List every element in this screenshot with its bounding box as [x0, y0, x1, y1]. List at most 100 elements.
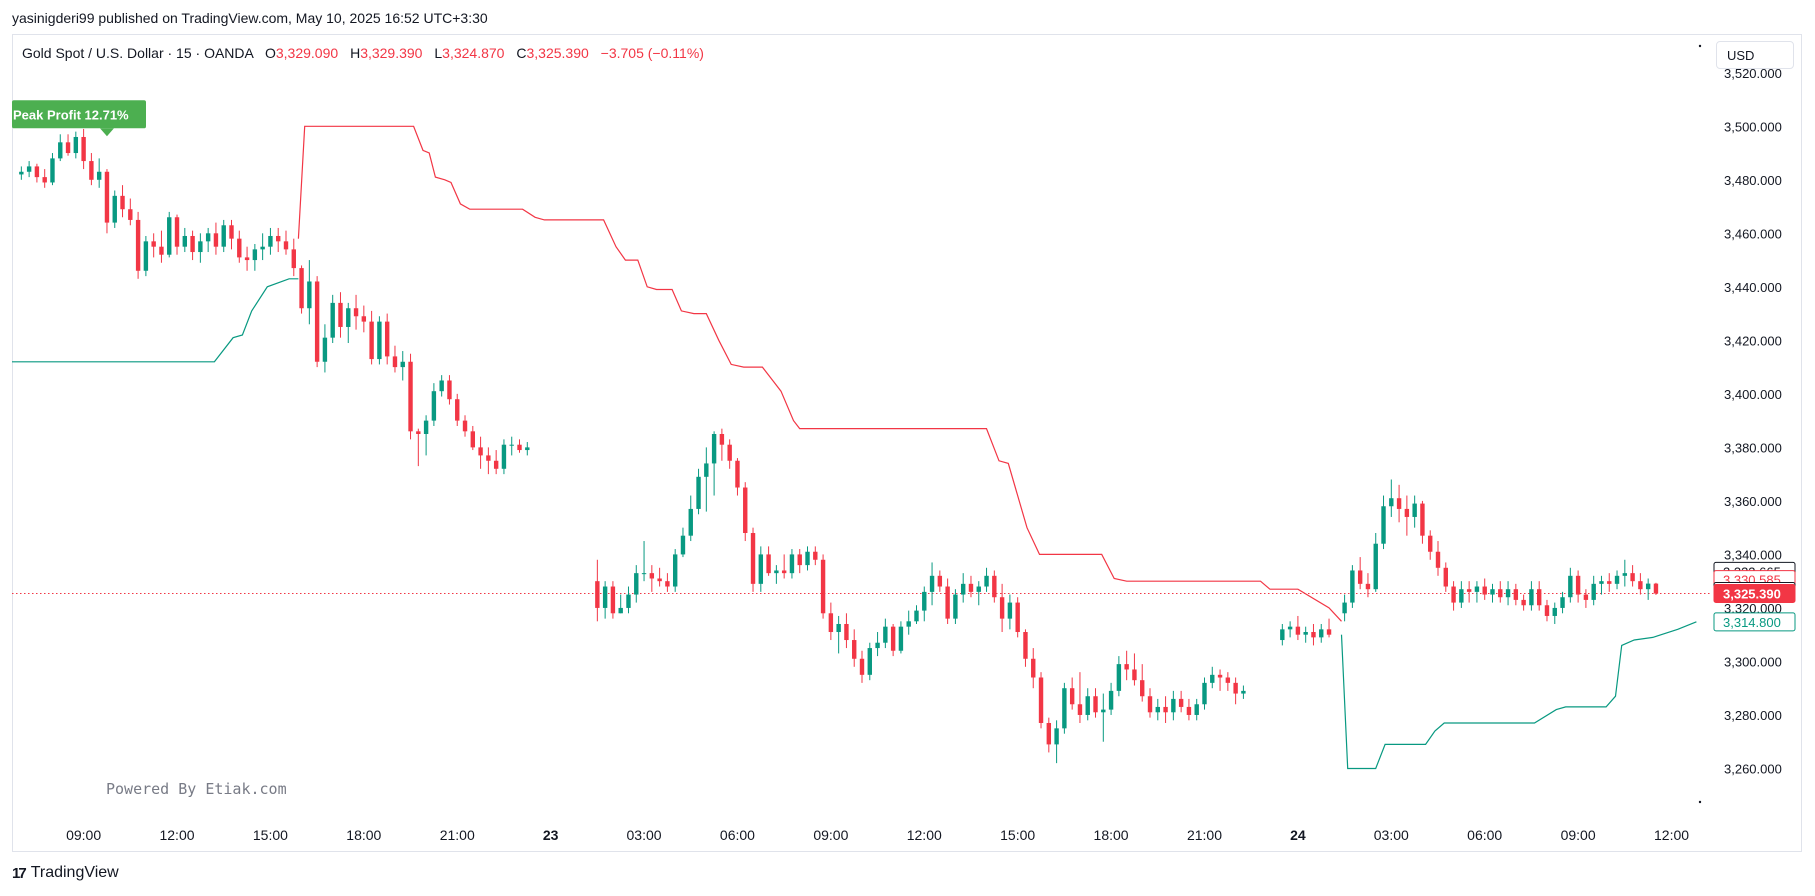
- support-band-line: [1340, 621, 1697, 770]
- candle-down: [1544, 605, 1550, 616]
- candle-down: [743, 487, 748, 534]
- candle-down: [1186, 706, 1192, 715]
- candle-up: [1381, 506, 1386, 544]
- candle-down: [353, 308, 359, 317]
- candle-down: [1607, 581, 1612, 584]
- candle-down: [517, 444, 522, 451]
- candle-up: [618, 607, 623, 614]
- publisher-line: yasinigderi99 published on TradingView.c…: [12, 10, 488, 26]
- currency-button[interactable]: USD: [1716, 41, 1794, 69]
- y-tick-label: 3,440.000: [1724, 280, 1782, 295]
- low-label: L: [434, 45, 443, 61]
- candle-up: [501, 444, 507, 469]
- candle-down: [1498, 589, 1503, 598]
- candle-up: [1202, 682, 1207, 705]
- candle-down: [1396, 498, 1402, 509]
- candle-down: [1404, 508, 1410, 517]
- candle-up: [1350, 570, 1355, 603]
- candle-down: [1233, 682, 1238, 694]
- candle-up: [634, 573, 639, 595]
- candle-down: [151, 241, 156, 247]
- y-tick-label: 3,500.000: [1724, 119, 1782, 134]
- x-tick-label: 18:00: [1094, 827, 1129, 843]
- candle-down: [890, 626, 896, 651]
- candle-down: [65, 142, 71, 154]
- candle-down: [1583, 594, 1589, 600]
- x-tick-label: 21:00: [440, 827, 475, 843]
- candle-up: [929, 575, 935, 592]
- candle-down: [89, 161, 94, 180]
- candle-up: [19, 171, 24, 175]
- candle-down: [470, 431, 476, 448]
- low-value: 3,324.870: [442, 45, 505, 61]
- price-tag-label: 3,325.390: [1723, 587, 1781, 602]
- x-tick-label: 12:00: [907, 827, 942, 843]
- candle-up: [1303, 632, 1308, 635]
- symbol-title[interactable]: Gold Spot / U.S. Dollar · 15 · OANDA: [22, 45, 254, 61]
- candle-down: [1435, 551, 1441, 568]
- candle-down: [1077, 704, 1083, 715]
- candle-down: [1069, 688, 1075, 705]
- candle-up: [423, 420, 429, 434]
- candle-down: [1443, 567, 1448, 587]
- candle-up: [875, 642, 880, 649]
- candle-up: [1560, 597, 1565, 608]
- candle-up: [112, 195, 117, 223]
- candle-down: [1653, 583, 1659, 594]
- brand-name: TradingView: [30, 864, 119, 881]
- candle-up: [260, 246, 265, 250]
- candle-up: [688, 508, 693, 536]
- candle-up: [758, 554, 764, 584]
- y-tick-label: 3,400.000: [1724, 387, 1782, 402]
- candle-down: [408, 361, 413, 432]
- candle-up: [867, 648, 872, 675]
- candle-up: [1171, 698, 1176, 713]
- candle-down: [813, 551, 818, 560]
- candle-down: [1630, 573, 1635, 582]
- resistance-band-line: [297, 125, 1342, 622]
- candle-down: [1038, 677, 1044, 723]
- candle-up: [1568, 575, 1573, 598]
- candle-down: [384, 321, 390, 357]
- close-label: C: [516, 45, 527, 61]
- candle-up: [96, 171, 102, 180]
- candle-up: [922, 591, 927, 611]
- candle-down: [1451, 586, 1456, 603]
- x-tick-label: 09:00: [813, 827, 848, 843]
- candle-down: [719, 434, 725, 445]
- candle-down: [750, 533, 756, 584]
- candle-down: [1311, 632, 1316, 638]
- candle-up: [307, 281, 312, 309]
- change-value: −3.705 (−0.11%): [600, 45, 704, 61]
- candle-down: [1365, 583, 1371, 590]
- candle-up: [431, 391, 437, 421]
- x-tick-label: 09:00: [66, 827, 101, 843]
- candle-down: [1132, 669, 1137, 681]
- close-value: 3,325.390: [526, 45, 589, 61]
- tradingview-logo-icon: 17: [12, 864, 27, 882]
- candle-down: [1575, 575, 1581, 595]
- candle-up: [205, 233, 211, 242]
- watermark-text: Powered By Etiak.com: [106, 780, 287, 798]
- y-tick-label: 3,320.000: [1724, 601, 1782, 616]
- candle-down: [229, 225, 234, 239]
- candle-down: [291, 249, 296, 269]
- candle-down: [237, 238, 242, 258]
- candle-up: [1007, 602, 1013, 619]
- y-tick-label: 3,360.000: [1724, 494, 1782, 509]
- candle-down: [128, 209, 133, 220]
- candle-up: [50, 158, 55, 183]
- candle-up: [696, 476, 701, 509]
- candle-up: [1108, 690, 1114, 710]
- candle-down: [1513, 589, 1519, 600]
- candle-down: [1466, 589, 1472, 592]
- x-tick-label: 18:00: [346, 827, 381, 843]
- candle-up: [1591, 583, 1596, 600]
- candle-up: [1054, 728, 1059, 745]
- candle-down: [937, 575, 943, 587]
- candle-up: [73, 136, 79, 154]
- tradingview-brand[interactable]: 17 TradingView: [12, 864, 119, 882]
- candle-up: [198, 241, 203, 253]
- candle-down: [34, 166, 40, 178]
